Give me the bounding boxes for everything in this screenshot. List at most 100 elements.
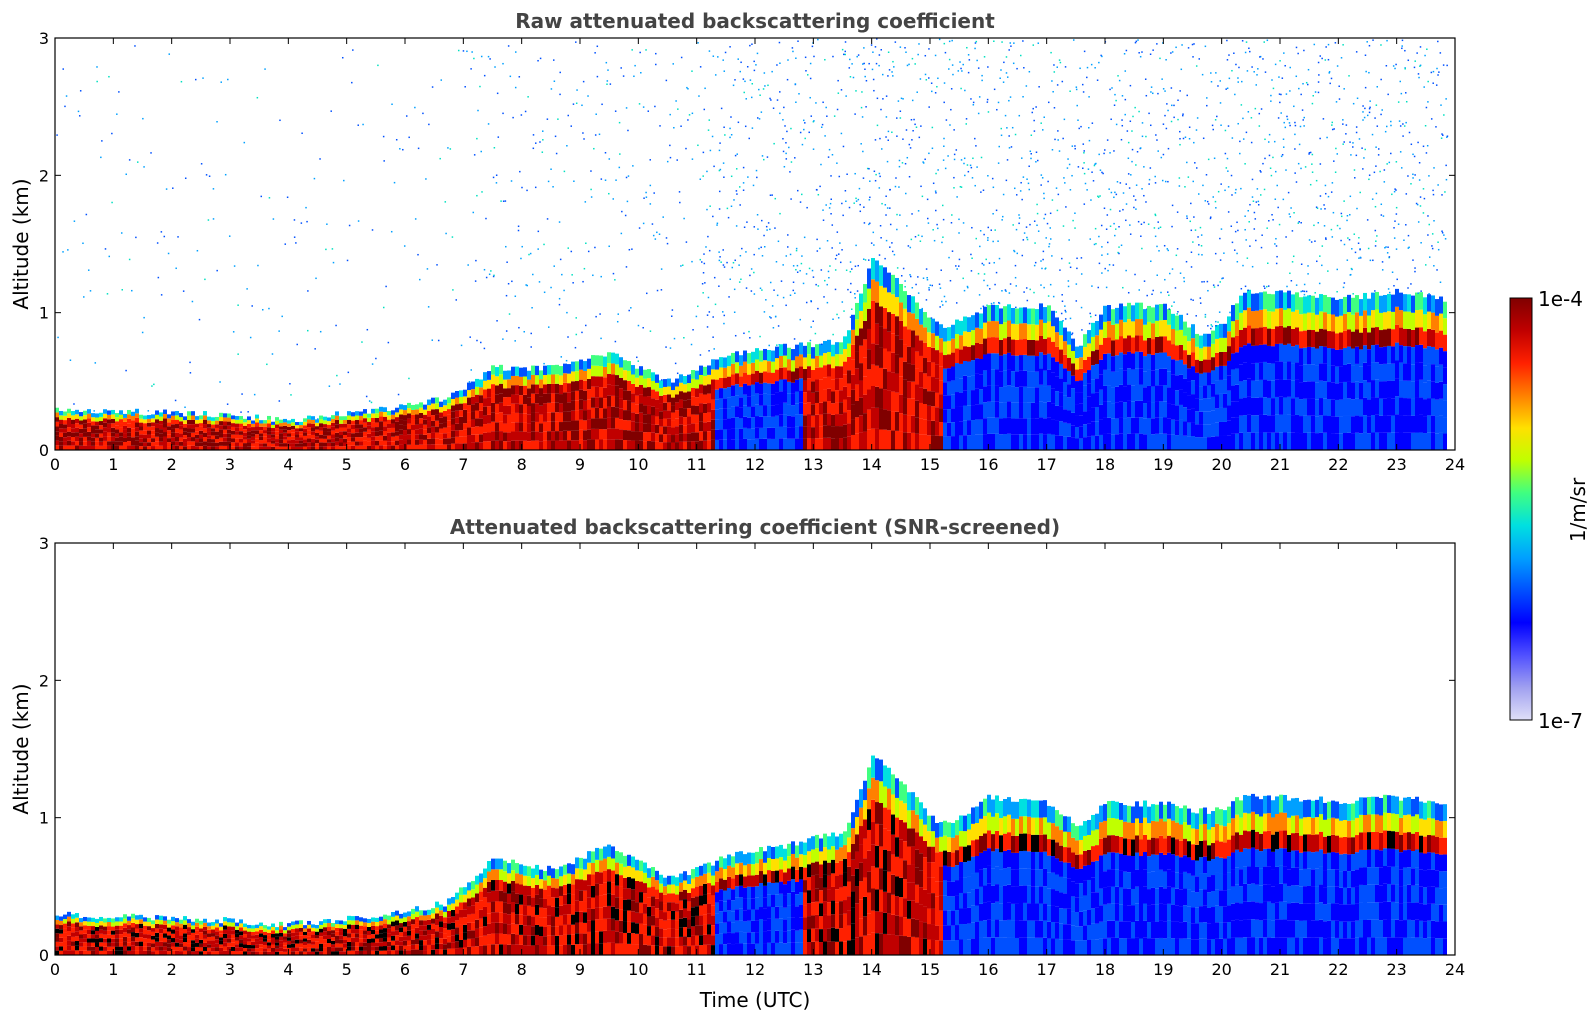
heatmap-cell bbox=[947, 354, 951, 369]
noise-speckle bbox=[1292, 255, 1295, 258]
heatmap-cell bbox=[931, 391, 935, 407]
heatmap-cell bbox=[111, 436, 115, 442]
noise-speckle bbox=[1286, 285, 1288, 288]
heatmap-cell bbox=[915, 368, 919, 385]
noise-speckle bbox=[804, 56, 807, 59]
heatmap-cell bbox=[463, 443, 467, 450]
noise-speckle bbox=[826, 115, 828, 117]
noise-speckle bbox=[1278, 76, 1280, 78]
noise-speckle bbox=[637, 360, 640, 362]
heatmap-cell bbox=[1099, 389, 1103, 405]
noise-speckle bbox=[1215, 320, 1217, 323]
heatmap-cell bbox=[447, 414, 451, 421]
noise-speckle bbox=[1151, 293, 1153, 296]
noise-speckle bbox=[1036, 159, 1039, 162]
noise-speckle bbox=[377, 64, 379, 67]
noise-speckle bbox=[911, 57, 914, 60]
noise-speckle bbox=[1206, 200, 1209, 203]
heatmap-cell bbox=[1011, 418, 1015, 435]
heatmap-cell bbox=[599, 355, 603, 367]
noise-speckle bbox=[704, 282, 706, 284]
heatmap-cell bbox=[1103, 433, 1107, 450]
heatmap-cell bbox=[999, 434, 1003, 450]
noise-speckle bbox=[1217, 85, 1219, 87]
heatmap-cell bbox=[91, 445, 95, 450]
noise-speckle bbox=[1209, 217, 1212, 220]
heatmap-cell bbox=[1191, 324, 1195, 339]
noise-speckle bbox=[1324, 192, 1327, 195]
heatmap-cell bbox=[991, 353, 995, 370]
noise-speckle bbox=[688, 114, 691, 116]
noise-speckle bbox=[268, 197, 271, 199]
heatmap-cell bbox=[1215, 394, 1219, 409]
heatmap-cell bbox=[531, 431, 535, 441]
noise-speckle bbox=[237, 353, 239, 355]
noise-speckle bbox=[1084, 182, 1087, 185]
noise-speckle bbox=[1120, 138, 1123, 141]
heatmap-cell bbox=[627, 440, 631, 450]
noise-speckle bbox=[1021, 254, 1024, 257]
noise-speckle bbox=[1173, 104, 1175, 107]
noise-speckle bbox=[1193, 216, 1195, 218]
heatmap-cell bbox=[727, 366, 731, 377]
heatmap-cell bbox=[1031, 387, 1035, 403]
heatmap-cell bbox=[251, 443, 255, 447]
heatmap-cell bbox=[627, 410, 631, 421]
heatmap-cell bbox=[975, 358, 979, 374]
noise-speckle bbox=[976, 59, 978, 62]
heatmap-cell bbox=[539, 405, 543, 415]
heatmap-cell bbox=[859, 310, 863, 329]
heatmap-cell bbox=[723, 429, 727, 440]
noise-speckle bbox=[742, 189, 745, 191]
heatmap-cell bbox=[271, 437, 275, 441]
heatmap-cell bbox=[747, 417, 751, 429]
heatmap-cell bbox=[839, 426, 843, 439]
heatmap-cell bbox=[239, 434, 243, 439]
heatmap-cell bbox=[579, 419, 583, 430]
noise-speckle bbox=[1036, 224, 1038, 227]
heatmap-cell bbox=[475, 410, 479, 419]
heatmap-cell bbox=[1203, 346, 1207, 360]
heatmap-cell bbox=[631, 365, 635, 375]
noise-speckle bbox=[1004, 114, 1007, 117]
noise-speckle bbox=[153, 383, 155, 386]
noise-speckle bbox=[558, 303, 561, 306]
heatmap-cell bbox=[1275, 361, 1279, 380]
noise-speckle bbox=[208, 175, 211, 178]
heatmap-cell bbox=[1047, 433, 1051, 450]
noise-speckle bbox=[765, 225, 768, 228]
heatmap-cell bbox=[623, 390, 627, 401]
heatmap-cell bbox=[435, 438, 439, 445]
noise-speckle bbox=[722, 264, 725, 266]
heatmap-cell bbox=[1071, 400, 1075, 413]
heatmap-cell bbox=[723, 357, 727, 368]
heatmap-cell bbox=[191, 424, 195, 429]
heatmap-cell bbox=[847, 370, 851, 384]
heatmap-cell bbox=[1095, 378, 1099, 393]
heatmap-cell bbox=[475, 386, 479, 395]
noise-speckle bbox=[713, 348, 715, 350]
noise-speckle bbox=[391, 103, 393, 106]
heatmap-cell bbox=[719, 408, 723, 420]
heatmap-cell bbox=[1091, 379, 1095, 394]
noise-speckle bbox=[645, 49, 647, 51]
heatmap-cell bbox=[1203, 424, 1207, 438]
heatmap-cell bbox=[1191, 338, 1195, 353]
heatmap-cell bbox=[295, 440, 299, 444]
heatmap-cell bbox=[1011, 402, 1015, 419]
noise-speckle bbox=[965, 123, 968, 125]
noise-speckle bbox=[742, 166, 745, 169]
heatmap-cell bbox=[719, 377, 723, 389]
heatmap-cell bbox=[1207, 437, 1211, 450]
heatmap-cell bbox=[1207, 359, 1211, 373]
noise-speckle bbox=[639, 51, 641, 54]
noise-speckle bbox=[1018, 114, 1021, 117]
noise-speckle bbox=[480, 150, 482, 153]
heatmap-cell bbox=[211, 431, 215, 436]
noise-speckle bbox=[452, 289, 454, 291]
heatmap-cell bbox=[151, 426, 155, 431]
heatmap-cell bbox=[423, 434, 427, 440]
noise-speckle bbox=[538, 281, 541, 283]
heatmap-cell bbox=[171, 424, 175, 429]
noise-speckle bbox=[1027, 182, 1030, 185]
